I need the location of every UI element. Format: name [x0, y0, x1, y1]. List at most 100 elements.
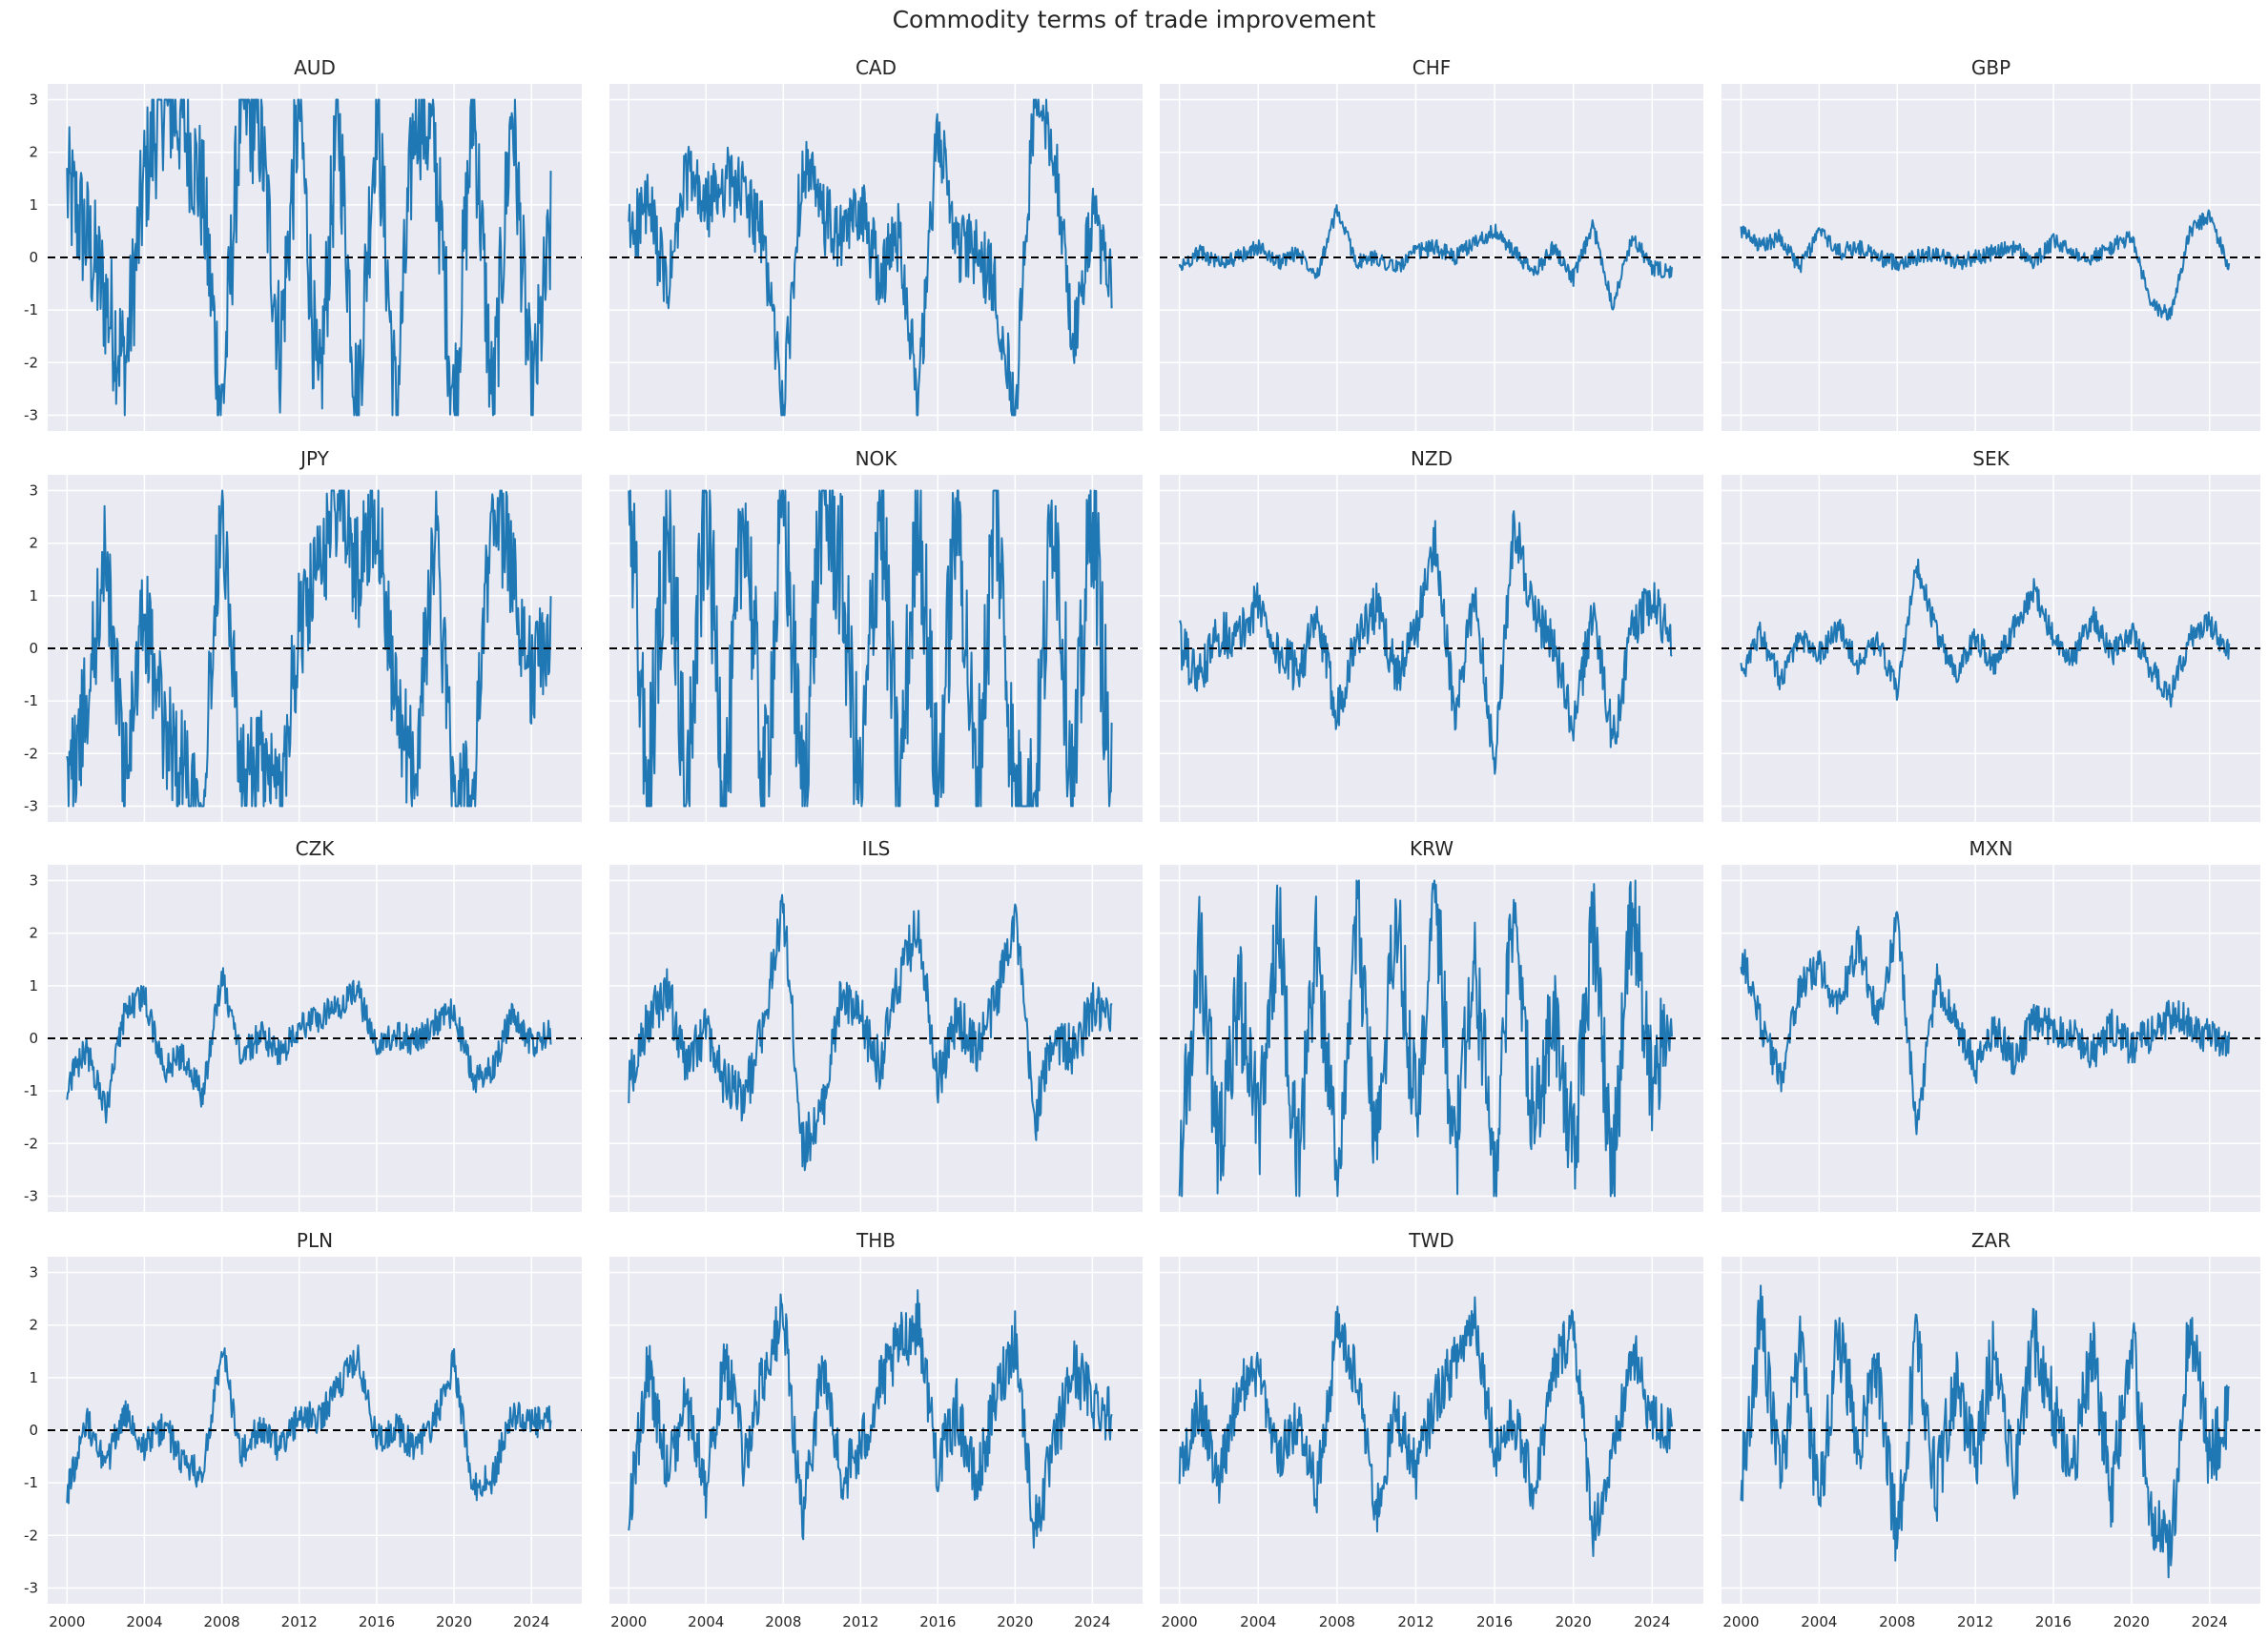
- panel-chf: CHF: [1160, 56, 1703, 431]
- x-tick-label: 2008: [1879, 1613, 1915, 1630]
- panel-title-cad: CAD: [856, 56, 897, 79]
- y-tick-label: 1: [29, 977, 38, 994]
- x-tick-label: 2004: [1240, 1613, 1276, 1630]
- y-tick-label: 1: [29, 196, 38, 214]
- x-tick-label: 2012: [1957, 1613, 1993, 1630]
- y-tick-label: -1: [24, 1474, 38, 1491]
- x-tick-label: 2000: [610, 1613, 647, 1630]
- x-tick-label: 2004: [688, 1613, 724, 1630]
- y-tick-label: 3: [29, 482, 38, 500]
- series-line-nzd: [1178, 510, 1673, 775]
- x-tick-label: 2016: [1476, 1613, 1513, 1630]
- y-tick-label: 3: [29, 872, 38, 890]
- panel-cad: CAD: [609, 56, 1143, 431]
- panel-title-zar: ZAR: [1971, 1229, 2010, 1252]
- x-tick-label: 2024: [513, 1613, 549, 1630]
- panel-jpy: JPY 3 2 1 0 -1 -2 -3: [24, 447, 582, 822]
- x-tick-label: 2012: [281, 1613, 318, 1630]
- series-line-mxn: [1740, 911, 2231, 1136]
- panel-aud: AUD 3 2 1 0 -1 -2 -3: [24, 56, 582, 431]
- panel-pln: PLN 3 2 1 0 -1 -2 -3 2000 2004 2008 2012 2016 2020 202…: [24, 1229, 582, 1630]
- panel-title-twd: TWD: [1408, 1229, 1454, 1252]
- panel-title-thb: THB: [856, 1229, 896, 1252]
- y-tick-label: -2: [24, 1135, 38, 1152]
- y-tick-label: -2: [24, 745, 38, 762]
- x-tick-label: 2008: [204, 1613, 240, 1630]
- y-tick-label: -2: [24, 1527, 38, 1544]
- panel-title-gbp: GBP: [1971, 56, 2010, 79]
- x-tick-label: 2000: [1722, 1613, 1759, 1630]
- y-tick-label: -1: [24, 692, 38, 709]
- y-tick-label: 3: [29, 92, 38, 109]
- x-tick-label: 2024: [2192, 1613, 2228, 1630]
- panel-title-chf: CHF: [1412, 56, 1452, 79]
- x-tick-label: 2000: [49, 1613, 85, 1630]
- panel-thb: THB 2000 2004 2008 2012 2016 2020 2024: [609, 1229, 1143, 1630]
- series-line-sek: [1740, 558, 2231, 708]
- panel-title-nok: NOK: [856, 447, 898, 470]
- series-line-czk: [66, 967, 552, 1124]
- panel-gbp: GBP: [1722, 56, 2260, 431]
- panel-title-pln: PLN: [297, 1229, 333, 1252]
- y-tick-label: 3: [29, 1264, 38, 1281]
- y-tick-label: 1: [29, 587, 38, 605]
- y-tick-label: 2: [29, 1317, 38, 1334]
- panel-sek: SEK: [1722, 447, 2260, 822]
- panel-ils: ILS: [609, 837, 1143, 1212]
- panel-nok: NOK: [609, 447, 1143, 822]
- x-tick-label: 2024: [1634, 1613, 1670, 1630]
- chart-title: Commodity terms of trade improvement: [892, 6, 1376, 33]
- y-tick-label: 2: [29, 535, 38, 552]
- y-tick-label: 0: [29, 640, 38, 657]
- panel-twd: TWD 2000 2004 2008 2012 2016 2020 2024: [1160, 1229, 1703, 1630]
- series-line-thb: [628, 1289, 1113, 1549]
- y-tick-label: 1: [29, 1369, 38, 1386]
- panel-title-jpy: JPY: [299, 447, 330, 470]
- panel-krw: KRW: [1160, 837, 1703, 1212]
- panel-title-krw: KRW: [1410, 837, 1454, 860]
- series-line-ils: [628, 893, 1113, 1172]
- panel-title-mxn: MXN: [1969, 837, 2013, 860]
- series-line-jpy: [66, 489, 552, 808]
- x-tick-label: 2016: [919, 1613, 956, 1630]
- y-tick-label: 0: [29, 1030, 38, 1047]
- y-tick-label: -1: [24, 301, 38, 318]
- x-tick-label: 2008: [1319, 1613, 1355, 1630]
- panel-nzd: NZD: [1160, 447, 1703, 822]
- x-tick-label: 2020: [436, 1613, 472, 1630]
- y-tick-label: -2: [24, 354, 38, 371]
- x-tick-label: 2004: [1801, 1613, 1837, 1630]
- y-tick-label: -1: [24, 1082, 38, 1099]
- y-tick-label: 2: [29, 925, 38, 942]
- y-tick-label: -3: [24, 406, 38, 423]
- panel-title-sek: SEK: [1972, 447, 2010, 470]
- series-line-chf: [1178, 204, 1673, 311]
- panel-czk: CZK 3 2 1 0 -1 -2 -3: [24, 837, 582, 1212]
- panel-title-ils: ILS: [862, 837, 891, 860]
- panel-zar: ZAR 2000 2004 2008 2012 2016 2020 2024: [1722, 1229, 2260, 1630]
- panel-title-nzd: NZD: [1411, 447, 1453, 470]
- x-tick-label: 2020: [2113, 1613, 2150, 1630]
- y-tick-label: -3: [24, 797, 38, 814]
- x-tick-label: 2008: [765, 1613, 801, 1630]
- y-tick-label: 0: [29, 1422, 38, 1439]
- x-tick-label: 2020: [1556, 1613, 1592, 1630]
- y-tick-label: 2: [29, 144, 38, 161]
- panel-title-czk: CZK: [296, 837, 336, 860]
- series-line-cad: [628, 98, 1113, 417]
- series-line-pln: [66, 1344, 552, 1505]
- x-tick-label: 2012: [842, 1613, 878, 1630]
- series-line-aud: [66, 98, 552, 417]
- x-tick-label: 2016: [359, 1613, 395, 1630]
- panel-mxn: MXN: [1722, 837, 2260, 1212]
- y-tick-label: 0: [29, 249, 38, 266]
- y-tick-label: -3: [24, 1187, 38, 1204]
- series-line-twd: [1178, 1296, 1673, 1557]
- x-tick-label: 2024: [1074, 1613, 1110, 1630]
- series-line-krw: [1178, 879, 1673, 1198]
- y-tick-label: -3: [24, 1579, 38, 1596]
- x-tick-label: 2004: [126, 1613, 162, 1630]
- series-line-nok: [628, 489, 1113, 808]
- x-tick-label: 2012: [1397, 1613, 1433, 1630]
